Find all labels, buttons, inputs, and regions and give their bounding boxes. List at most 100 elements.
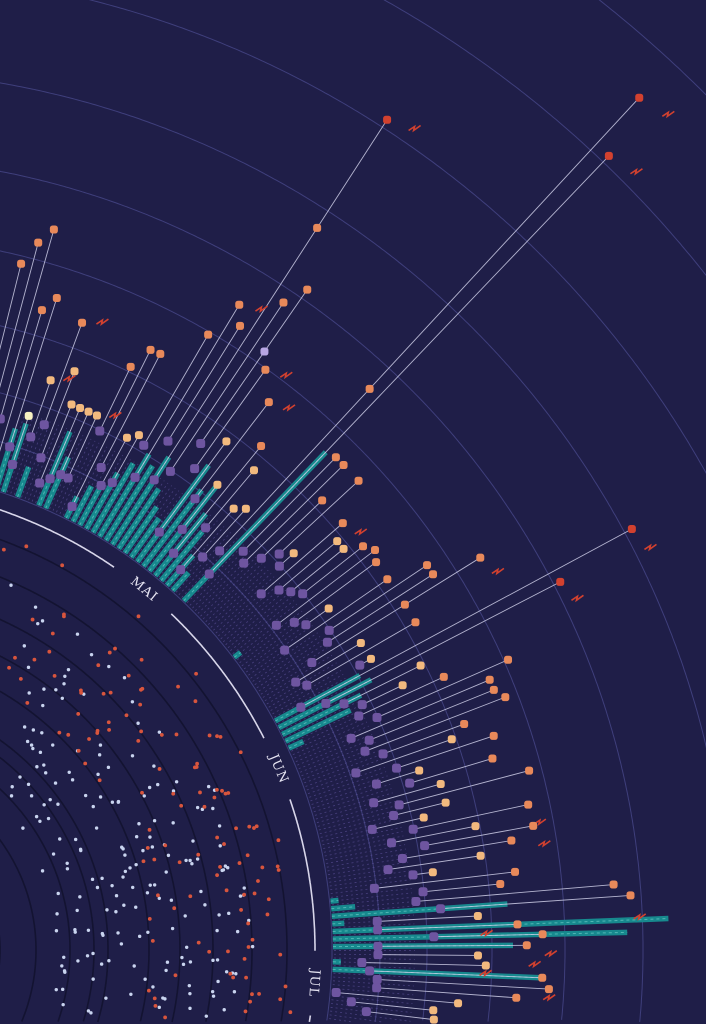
stem (181, 484, 218, 530)
day-guide (313, 788, 392, 813)
stem (40, 371, 75, 458)
day-guide (232, 603, 297, 655)
inner-dot (280, 645, 290, 655)
stem (377, 915, 478, 922)
bars (0, 422, 669, 981)
mid-dot (365, 384, 374, 393)
inner-dot (373, 950, 383, 960)
stem (194, 401, 270, 500)
scatter-dot-red (32, 657, 37, 662)
lightning-icon (542, 993, 556, 1002)
day-guide (331, 896, 413, 906)
scatter-dot-light (164, 968, 168, 973)
scatter-dot-light (22, 725, 27, 729)
inner-ring (0, 538, 288, 1022)
day-guide (152, 509, 204, 573)
scatter-dot-light (51, 852, 56, 856)
scatter-dot-red (177, 860, 182, 865)
day-guide (328, 866, 409, 879)
scatter-dot-light (105, 908, 109, 912)
outer-dot-orange (423, 561, 432, 570)
stem (12, 415, 30, 465)
scatter-dot-red (195, 761, 200, 766)
mid-dot (260, 347, 269, 356)
outer-dot-orange (476, 553, 485, 562)
scatter-dot-red (76, 748, 81, 753)
stem (205, 469, 255, 529)
day-guide (186, 544, 244, 603)
scatter-dot-red (18, 676, 23, 681)
scatter-dot-light (238, 894, 243, 898)
scatter-dot-light (114, 894, 119, 898)
stem (39, 404, 72, 484)
scatter-dot-light (116, 800, 121, 804)
outer-dot-peach (339, 544, 348, 553)
scatter-dot-red (13, 655, 17, 660)
stem (328, 564, 428, 631)
scatter-dot-light (183, 914, 187, 918)
inner-dot (56, 470, 66, 480)
scatter-dot-red (150, 939, 155, 943)
scatter-dot-red (1, 547, 6, 552)
lightning-icon (255, 305, 268, 314)
scatter-dot-red (50, 631, 55, 636)
outer-dot-peach (476, 851, 485, 860)
scatter-dot-red (176, 684, 180, 689)
scatter-dot-light (70, 778, 75, 782)
outer-dot-orange (354, 476, 363, 485)
scatter-dot-light (157, 1005, 161, 1010)
stem (372, 817, 424, 830)
scatter-dot-light (21, 826, 25, 830)
scatter-dot-red (194, 765, 199, 769)
day-guide (175, 532, 231, 593)
inner-dot (298, 589, 308, 599)
inner-dot (357, 958, 367, 968)
stem (0, 229, 55, 419)
bar-highlight (160, 531, 203, 581)
scatter-dot-light (110, 883, 114, 888)
scatter-dot-red (218, 864, 222, 869)
scatter-dot-light (211, 994, 216, 998)
scatter-dot-red (238, 750, 243, 755)
stem (382, 723, 465, 755)
scatter-dot-light (56, 891, 60, 896)
outer-dot-orange (429, 570, 438, 579)
outer-dot-red (556, 577, 565, 586)
inner-dot (346, 997, 356, 1007)
stem (290, 548, 344, 593)
scatter-dot-light (73, 837, 78, 842)
inner-ring (0, 576, 253, 1022)
inner-dot (67, 501, 77, 511)
outer-dot-orange (512, 993, 521, 1002)
scatter-dot-red (188, 894, 193, 899)
scatter-dot-red (163, 1015, 168, 1020)
scatter-dot-red (152, 996, 157, 1001)
scatter-dot-light (181, 962, 186, 967)
scatter-dot-red (226, 949, 230, 954)
day-guide (210, 573, 272, 628)
dots (0, 93, 675, 1024)
day-guide (192, 550, 251, 609)
day-guide (333, 932, 415, 936)
scatter-dot-light (234, 972, 238, 976)
stem (364, 696, 506, 752)
inner-dot (354, 711, 364, 721)
scatter-dot-red (248, 999, 253, 1004)
day-guide (309, 771, 387, 798)
inner-dot (373, 941, 383, 951)
scatter-dot-light (54, 987, 58, 992)
stem (261, 500, 323, 559)
outer-dot-red (635, 93, 644, 102)
day-guide (327, 857, 408, 872)
lightning-icon (408, 124, 422, 133)
scatter-dot-light (100, 876, 104, 881)
scatter-dot-red (101, 691, 106, 696)
day-guide (333, 965, 415, 969)
day-guide (56, 438, 92, 513)
scatter-dot-light (134, 835, 139, 839)
scatter-dot-light (129, 992, 133, 996)
outer-dot-peach (70, 367, 79, 376)
day-guide (333, 972, 415, 978)
day-guide (332, 901, 413, 910)
day-guide (254, 639, 323, 685)
